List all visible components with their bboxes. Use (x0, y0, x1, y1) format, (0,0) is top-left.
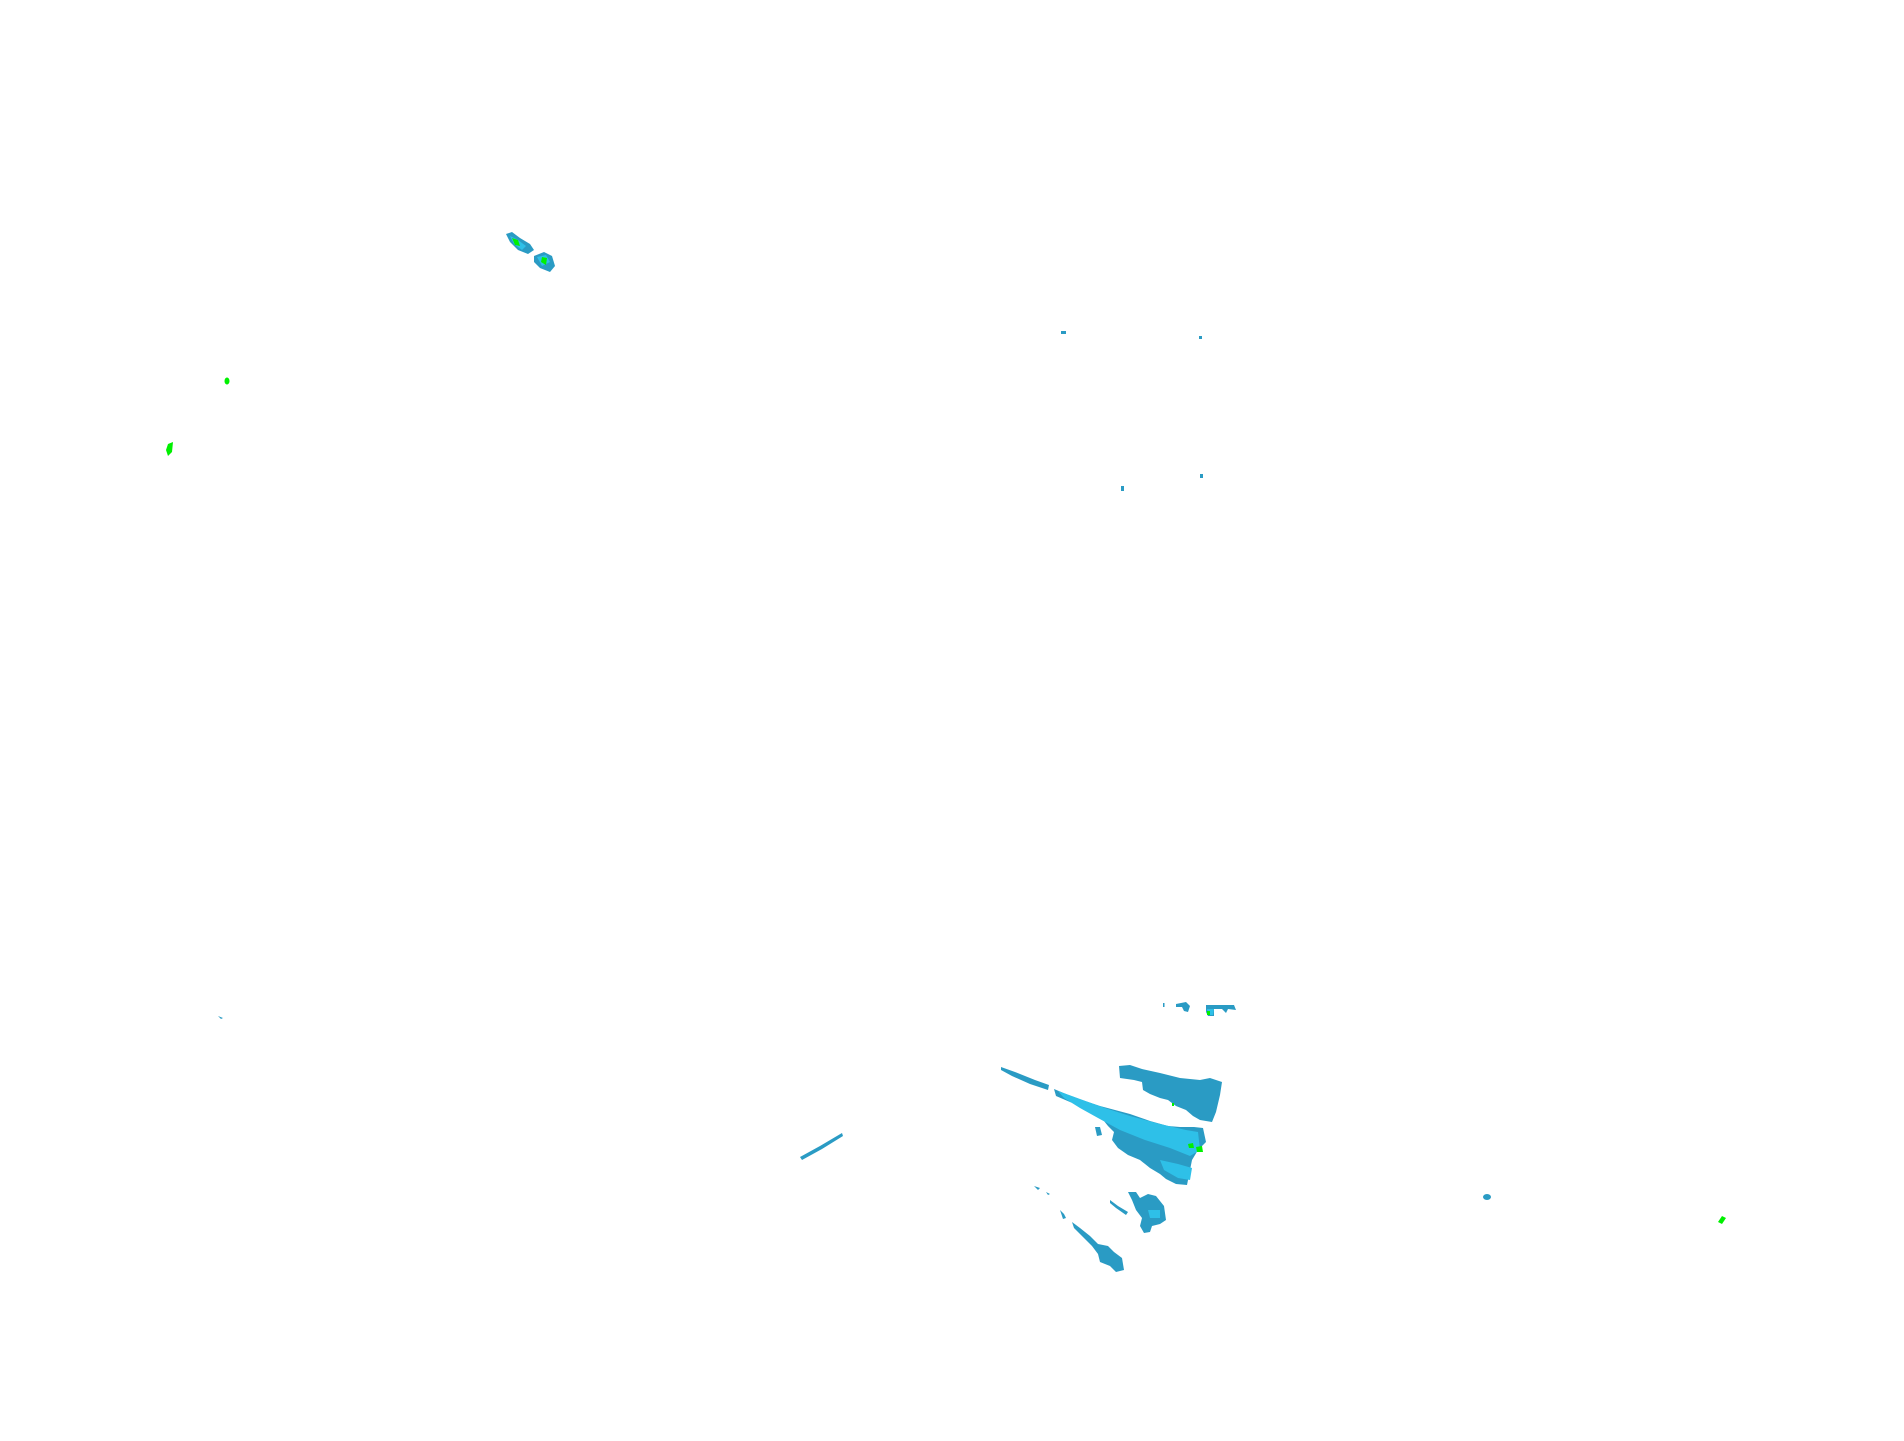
radar-echo (1060, 1210, 1066, 1219)
radar-echo (1200, 474, 1203, 478)
radar-echo (1206, 1005, 1236, 1016)
radar-echo (1128, 1192, 1166, 1233)
echo-top-islands (506, 232, 555, 272)
radar-echo (166, 442, 173, 456)
echo-west-streak (800, 1133, 843, 1160)
radar-echo (1148, 1210, 1160, 1218)
radar-echo (1718, 1216, 1726, 1224)
radar-echo (1172, 1103, 1174, 1106)
radar-echo (541, 257, 547, 265)
radar-echo (1072, 1222, 1124, 1272)
radar-echo (1061, 331, 1066, 334)
radar-echo (1095, 1127, 1102, 1136)
radar-echo (512, 238, 520, 246)
radar-echo (1119, 1065, 1222, 1122)
radar-echo (1176, 1002, 1190, 1012)
radar-echo (1058, 1091, 1200, 1156)
radar-echo (1046, 1192, 1050, 1195)
radar-echo (1207, 1011, 1210, 1015)
echo-east-specks (1483, 1194, 1726, 1224)
radar-echo (1196, 1146, 1203, 1152)
radar-echo (1121, 486, 1124, 491)
radar-echo (1483, 1194, 1491, 1200)
echo-central-specks (1061, 331, 1203, 491)
radar-echo (800, 1133, 843, 1160)
radar-echo (1163, 1003, 1165, 1007)
radar-echo (1054, 1089, 1206, 1185)
radar-echo (1110, 1200, 1128, 1215)
radar-echo (224, 377, 230, 385)
radar-echo (218, 1016, 223, 1019)
radar-echo (1199, 336, 1202, 339)
radar-echo (1160, 1160, 1192, 1180)
echo-main-cluster (1001, 1002, 1236, 1272)
radar-echo (1034, 1186, 1040, 1190)
radar-echo (1001, 1067, 1049, 1090)
echo-west-specks (166, 377, 230, 1019)
radar-echo (1188, 1143, 1194, 1148)
